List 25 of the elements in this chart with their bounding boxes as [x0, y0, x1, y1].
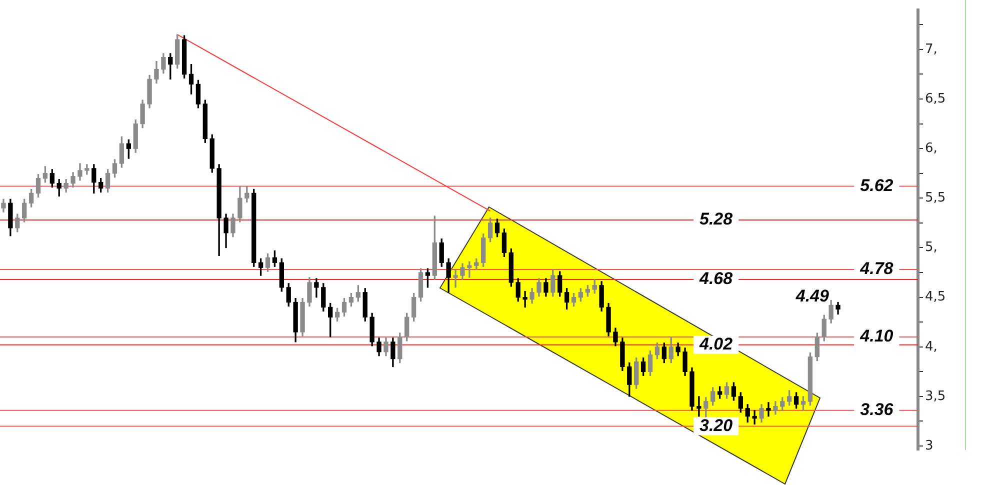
ref-line-label: 3.20	[699, 416, 734, 435]
candlestick	[696, 396, 702, 417]
ref-line-label: 4.78	[859, 259, 894, 278]
candlestick	[522, 291, 528, 308]
annotation: 4.49	[794, 286, 830, 306]
y-tick-label: 5,5	[925, 190, 946, 206]
y-tick-label: 6,5	[925, 91, 946, 106]
y-tick-label: 3,5	[925, 388, 946, 404]
candlestick	[467, 261, 472, 278]
ref-line-label: 4.10	[859, 326, 894, 346]
candlestick	[752, 410, 757, 425]
y-tick-label: 6,	[925, 140, 938, 156]
y-tick-label: 5,	[925, 240, 938, 256]
ref-line-label: 3.36	[860, 400, 894, 420]
y-tick-label: 7,	[925, 42, 938, 57]
ref-line-label: 4.68	[698, 269, 734, 288]
y-tick-label: 4,5	[925, 290, 946, 305]
ref-line-label: 5.62	[860, 176, 894, 195]
y-tick-label: 4,	[925, 339, 938, 354]
ref-line-label: 5.28	[699, 210, 734, 229]
candlestick	[84, 164, 90, 175]
candlestick	[766, 402, 771, 417]
ref-line-label: 4.02	[698, 334, 734, 354]
y-tick-label: 3	[925, 438, 934, 454]
candlestick	[453, 269, 458, 288]
